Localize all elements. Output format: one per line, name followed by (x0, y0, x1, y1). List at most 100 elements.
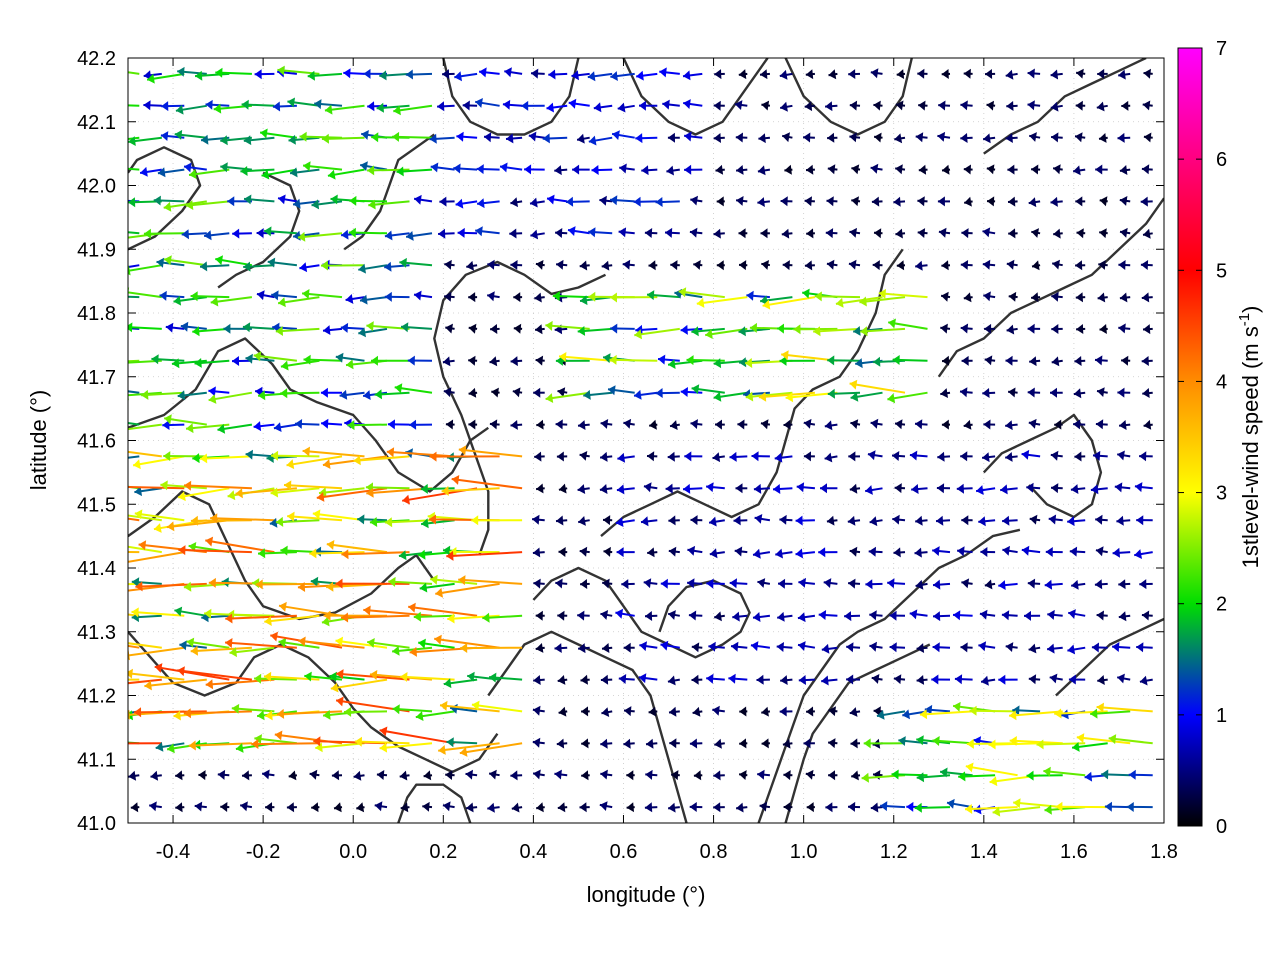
wind-vector-head (396, 166, 404, 177)
colorbar-ramp (1177, 47, 1203, 827)
wind-vector-head (434, 634, 442, 645)
wind-vector-head (693, 770, 702, 781)
wind-vector-shaft (225, 641, 297, 649)
wind-vector-head (254, 673, 262, 684)
colorbar-tick-label: 7 (1216, 38, 1227, 60)
wind-vector-head (1021, 449, 1030, 460)
wind-vector-head (916, 675, 925, 685)
wind-vector-head (895, 419, 903, 430)
wind-vector-head (323, 610, 331, 621)
wind-vector-head (310, 576, 319, 587)
wind-vector-head (151, 354, 159, 365)
wind-vector-head (128, 197, 136, 208)
wind-vector-head (1068, 609, 1076, 619)
wind-vector-head (243, 135, 252, 146)
wind-vector-head (443, 387, 452, 398)
wind-vector-head (1095, 546, 1104, 557)
wind-vector-head (178, 545, 186, 556)
wind-vector-shaft (128, 455, 140, 459)
contour-line (217, 171, 301, 289)
wind-vector-head (668, 610, 676, 620)
wind-vector-head (860, 326, 868, 337)
wind-vector-head (1116, 515, 1124, 526)
wind-vector-head (1032, 260, 1040, 271)
wind-vector-head (745, 358, 753, 368)
wind-vector-shaft (388, 580, 433, 585)
wind-vector-head (336, 669, 344, 680)
x-tick-label: -0.4 (156, 841, 190, 863)
wind-vector-head (667, 132, 675, 143)
wind-vector-shaft (299, 135, 343, 139)
wind-vector-shaft (298, 639, 365, 649)
wind-vector-head (623, 642, 631, 653)
wind-vector-head (253, 421, 262, 432)
wind-vector-head (960, 451, 968, 462)
wind-vector-head (186, 637, 195, 648)
wind-vector-head (367, 638, 375, 648)
wind-vector-head (1118, 260, 1126, 270)
wind-vector-head (600, 451, 608, 462)
wind-vector-head (713, 358, 722, 369)
wind-vector-head (357, 514, 365, 525)
wind-vector-head (548, 69, 556, 80)
wind-vector-head (828, 738, 836, 749)
wind-vector-head (143, 100, 151, 111)
wind-vector-head (678, 287, 687, 298)
wind-vector-head (892, 514, 900, 525)
wind-vector-head (670, 260, 678, 271)
wind-vector-head (668, 359, 676, 369)
colorbar-tick-label: 4 (1216, 371, 1227, 393)
wind-vector-head (938, 227, 947, 238)
wind-vector-head (873, 770, 881, 780)
wind-vector-head (428, 514, 436, 525)
wind-vector-shaft (183, 710, 252, 715)
wind-vector-head (1097, 68, 1105, 79)
wind-vector-shaft (302, 449, 365, 458)
wind-vector-head (160, 480, 168, 491)
wind-vector-shaft (190, 646, 252, 653)
wind-vector-head (795, 548, 803, 559)
wind-vector-head (917, 68, 925, 79)
wind-vector-head (781, 350, 789, 361)
wind-vector-head (245, 449, 253, 460)
wind-vector-head (535, 643, 544, 653)
wind-vector-head (484, 132, 492, 143)
wind-vector-head (818, 610, 827, 620)
wind-vector-shaft (316, 487, 388, 499)
wind-vector-head (466, 260, 474, 271)
wind-vector-head (827, 132, 835, 143)
wind-vector-head (510, 260, 518, 270)
wind-vector-head (555, 578, 563, 589)
wind-vector-head (468, 355, 476, 366)
wind-vector-head (1051, 356, 1060, 367)
wind-vector-head (798, 577, 806, 588)
wind-vector-head (104, 737, 111, 747)
wind-vector-head (847, 515, 856, 526)
wind-vector-head (715, 164, 724, 175)
wind-vector-head (178, 491, 186, 502)
wind-vector-head (443, 545, 451, 556)
wind-vector-head (240, 166, 248, 176)
wind-vector-head (895, 228, 903, 239)
wind-vector-head (232, 356, 240, 366)
wind-vector-head (736, 165, 744, 175)
wind-vector-head (619, 163, 627, 174)
wind-vector-head (528, 131, 537, 142)
wind-vector-head (297, 582, 306, 592)
wind-vector-head (716, 260, 724, 271)
wind-vector-head (349, 195, 357, 206)
wind-vector-head (729, 578, 737, 589)
wind-vector-head (914, 802, 922, 813)
wind-vector-head (713, 100, 721, 111)
wind-vector-head (339, 389, 348, 400)
wind-vector-head (617, 452, 626, 463)
wind-vector-head (163, 451, 171, 462)
wind-vector-head (184, 162, 192, 173)
wind-vector-head (600, 769, 608, 780)
colorbar: 0 1 2 3 4 5 6 7 1stlevel-wind speed (m s-1) (1177, 38, 1263, 838)
wind-vector-head (616, 484, 625, 495)
wind-vector-head (1013, 798, 1021, 809)
contour-line (397, 783, 472, 823)
wind-vector-head (615, 608, 624, 619)
